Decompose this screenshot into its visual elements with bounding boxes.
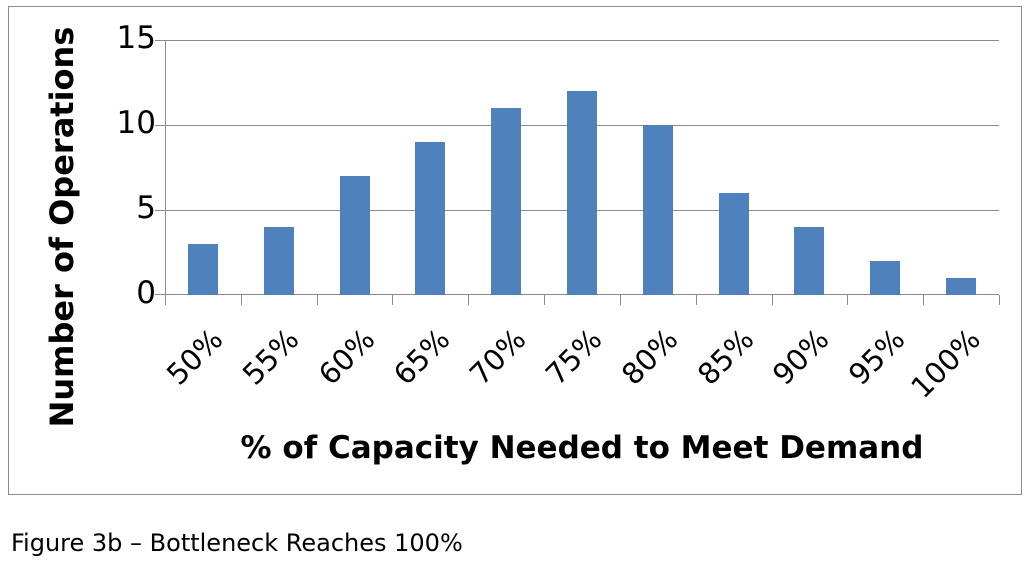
y-axis-title: Number of Operations bbox=[43, 26, 81, 428]
x-tick-mark bbox=[619, 295, 621, 305]
bar bbox=[187, 244, 218, 295]
x-axis-title: % of Capacity Needed to Meet Demand bbox=[240, 430, 924, 466]
x-tick-mark bbox=[316, 295, 318, 305]
bar bbox=[491, 108, 522, 295]
x-tick-mark bbox=[165, 295, 166, 305]
bar bbox=[946, 278, 977, 295]
x-tick-mark bbox=[392, 295, 394, 305]
x-tick-mark bbox=[544, 295, 546, 305]
y-tick-label: 5 bbox=[136, 190, 156, 226]
bar bbox=[870, 261, 901, 295]
gridline bbox=[155, 40, 999, 41]
x-tick-mark bbox=[999, 295, 1000, 305]
bar bbox=[642, 125, 673, 295]
plot-area: 0 5 10 15 bbox=[117, 23, 1000, 309]
bar bbox=[718, 193, 749, 295]
bar bbox=[567, 91, 597, 295]
bar bbox=[415, 142, 446, 295]
x-tick-mark bbox=[695, 295, 697, 305]
y-tick-label: 0 bbox=[136, 275, 156, 311]
bar bbox=[794, 227, 825, 295]
bar bbox=[339, 176, 370, 295]
x-tick-mark bbox=[468, 295, 470, 305]
x-tick-mark bbox=[923, 295, 925, 305]
y-axis-line bbox=[165, 40, 166, 305]
x-tick-mark bbox=[240, 295, 242, 305]
bar bbox=[263, 227, 294, 295]
y-tick-label: 15 bbox=[116, 20, 156, 56]
y-tick-label: 10 bbox=[116, 105, 156, 141]
x-tick-mark bbox=[847, 295, 849, 305]
x-tick-mark bbox=[771, 295, 773, 305]
figure-caption: Figure 3b – Bottleneck Reaches 100% bbox=[11, 529, 463, 557]
